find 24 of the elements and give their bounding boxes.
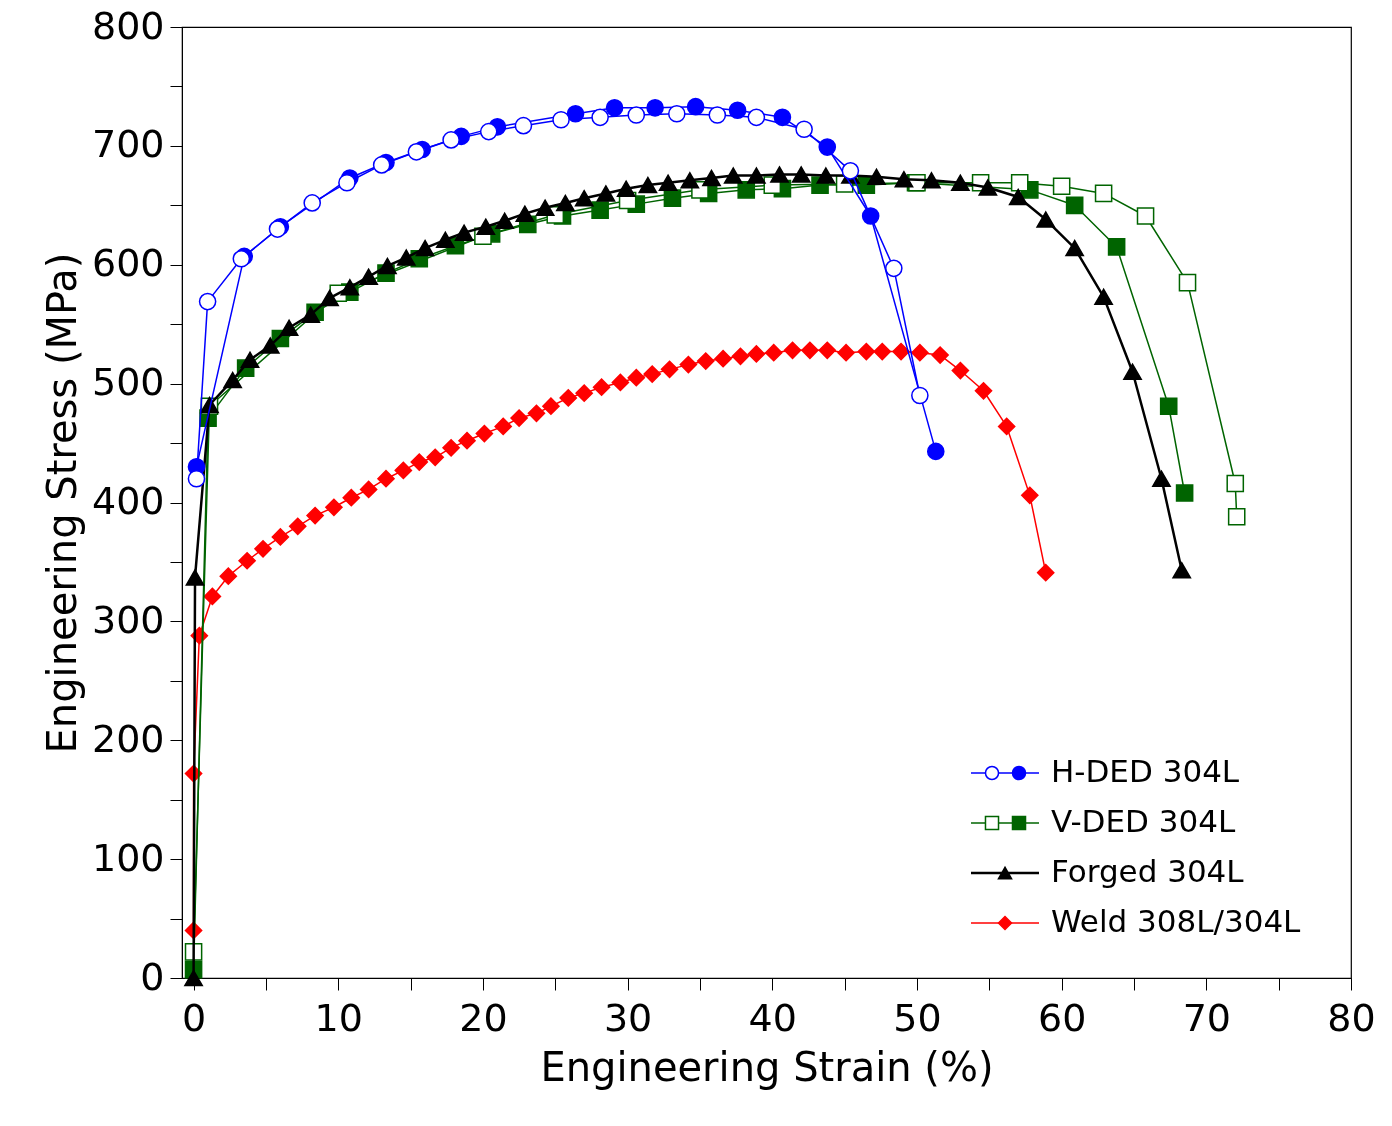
y-tick-label: 200 xyxy=(91,716,165,761)
x-tick-label: 50 xyxy=(893,995,942,1040)
y-tick-label: 0 xyxy=(140,954,165,999)
y-tick-label: 800 xyxy=(91,3,165,48)
y-axis-title: Engineering Stress (MPa) xyxy=(38,252,85,754)
y-tick-label: 400 xyxy=(91,479,165,523)
legend-label: Forged 304L xyxy=(1051,853,1245,889)
x-tick-label: 0 xyxy=(181,995,207,1040)
x-tick-label: 80 xyxy=(1327,995,1376,1040)
x-tick-label: 70 xyxy=(1182,995,1231,1040)
x-tick-label: 30 xyxy=(603,995,653,1040)
y-tick-label: 500 xyxy=(91,360,165,405)
y-tick-label: 700 xyxy=(91,122,165,167)
legend-label: V-DED 304L xyxy=(1051,803,1236,839)
y-tick-label: 300 xyxy=(91,597,165,642)
x-tick-label: 10 xyxy=(314,995,363,1040)
y-tick-label: 100 xyxy=(91,835,165,880)
y-tick-label: 600 xyxy=(91,241,165,286)
x-tick-label: 60 xyxy=(1037,995,1087,1040)
x-tick-label: 40 xyxy=(748,995,797,1040)
x-tick-label: 20 xyxy=(459,995,508,1040)
legend-label: H-DED 304L xyxy=(1051,753,1240,789)
x-axis-title: Engineering Strain (%) xyxy=(540,1043,994,1090)
legend-label: Weld 308L/304L xyxy=(1051,903,1302,939)
